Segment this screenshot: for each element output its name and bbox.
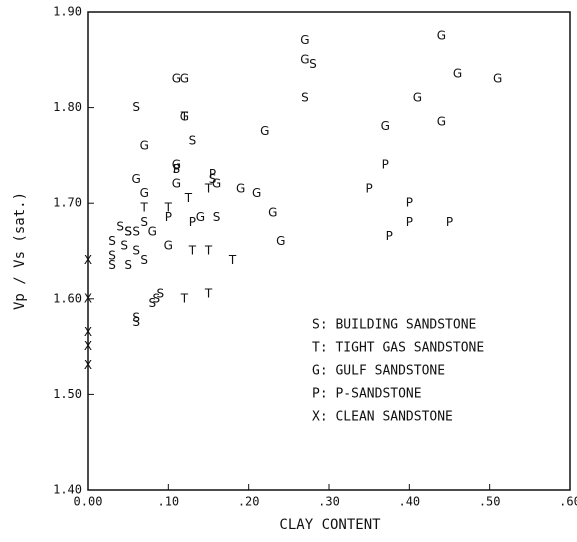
point: G xyxy=(300,33,309,47)
point: G xyxy=(140,186,149,200)
point: G xyxy=(413,91,422,105)
x-tick-label: 0.00 xyxy=(74,495,103,509)
point: G xyxy=(180,110,189,124)
point: G xyxy=(172,157,181,171)
point: G xyxy=(148,224,157,238)
point: G xyxy=(212,177,221,191)
point: T xyxy=(180,291,189,305)
point: T xyxy=(164,200,173,214)
point: S xyxy=(132,310,140,324)
point: T xyxy=(204,244,213,258)
x-tick-label: .30 xyxy=(318,495,340,509)
point: S xyxy=(140,253,148,267)
x-tick-label: .50 xyxy=(479,495,501,509)
y-tick-label: 1.60 xyxy=(53,291,82,305)
x-tick-label: .60 xyxy=(559,495,577,509)
legend-entry: T: TIGHT GAS SANDSTONE xyxy=(312,341,484,356)
point: G xyxy=(172,177,181,191)
point: S xyxy=(124,224,132,238)
point: G xyxy=(276,234,285,248)
point: T xyxy=(140,200,149,214)
point: P xyxy=(189,215,196,229)
point: G xyxy=(300,52,309,66)
point: G xyxy=(437,28,446,42)
point: G xyxy=(180,71,189,85)
point: S xyxy=(132,224,140,238)
legend-entry: X: CLEAN SANDSTONE xyxy=(312,410,453,425)
point: G xyxy=(164,239,173,253)
legend-entry: P: P-SANDSTONE xyxy=(312,387,422,402)
point: P xyxy=(406,196,413,210)
y-tick-label: 1.90 xyxy=(53,5,82,19)
point: S xyxy=(309,57,317,71)
point: T xyxy=(188,244,197,258)
point: S xyxy=(213,210,221,224)
x-tick-label: .20 xyxy=(238,495,260,509)
x-axis-label: CLAY CONTENT xyxy=(279,517,381,533)
point: T xyxy=(228,253,237,267)
y-tick-label: 1.50 xyxy=(53,387,82,401)
point: T xyxy=(184,191,193,205)
point: G xyxy=(437,114,446,128)
point: S xyxy=(116,220,124,234)
point: G xyxy=(268,205,277,219)
point: G xyxy=(260,124,269,138)
y-axis-label: Vp / Vs (sat.) xyxy=(12,192,28,310)
point: G xyxy=(493,71,502,85)
point: G xyxy=(381,119,390,133)
point: G xyxy=(252,186,261,200)
point: S xyxy=(132,315,140,329)
x-tick-label: .40 xyxy=(398,495,420,509)
point: S xyxy=(173,162,181,176)
point: G xyxy=(196,210,205,224)
point: P xyxy=(386,229,393,243)
point: S xyxy=(189,134,197,148)
point: X xyxy=(84,291,92,305)
point: X xyxy=(84,325,92,339)
point: X xyxy=(84,358,92,372)
point: S xyxy=(140,215,148,229)
legend-entry: S: BUILDING SANDSTONE xyxy=(312,318,476,333)
point: S xyxy=(124,224,132,238)
point: T xyxy=(204,181,213,195)
point: S xyxy=(152,291,160,305)
y-tick-label: 1.40 xyxy=(53,483,82,497)
point: P xyxy=(366,181,373,195)
point: T xyxy=(180,110,189,124)
point: P xyxy=(446,215,453,229)
point: S xyxy=(209,172,217,186)
legend-entry: G: GULF SANDSTONE xyxy=(312,364,445,379)
point: P xyxy=(173,162,180,176)
point: T xyxy=(204,287,213,301)
point: G xyxy=(236,181,245,195)
point: P xyxy=(209,167,216,181)
point: X xyxy=(84,253,92,267)
point: S xyxy=(108,234,116,248)
y-tick-label: 1.70 xyxy=(53,196,82,210)
point: S xyxy=(132,244,140,258)
point: S xyxy=(148,296,156,310)
point: S xyxy=(108,248,116,262)
point: P xyxy=(406,215,413,229)
point: S xyxy=(120,239,128,253)
point: X xyxy=(84,339,92,353)
point: G xyxy=(132,172,141,186)
point: P xyxy=(165,210,172,224)
point: S xyxy=(108,258,116,272)
x-tick-label: .10 xyxy=(157,495,179,509)
y-tick-label: 1.80 xyxy=(53,100,82,114)
point: S xyxy=(156,287,164,301)
point: S xyxy=(132,100,140,114)
point: G xyxy=(140,138,149,152)
point: S xyxy=(301,91,309,105)
point: S xyxy=(124,258,132,272)
point: G xyxy=(453,67,462,81)
point: P xyxy=(382,157,389,171)
point: G xyxy=(172,71,181,85)
